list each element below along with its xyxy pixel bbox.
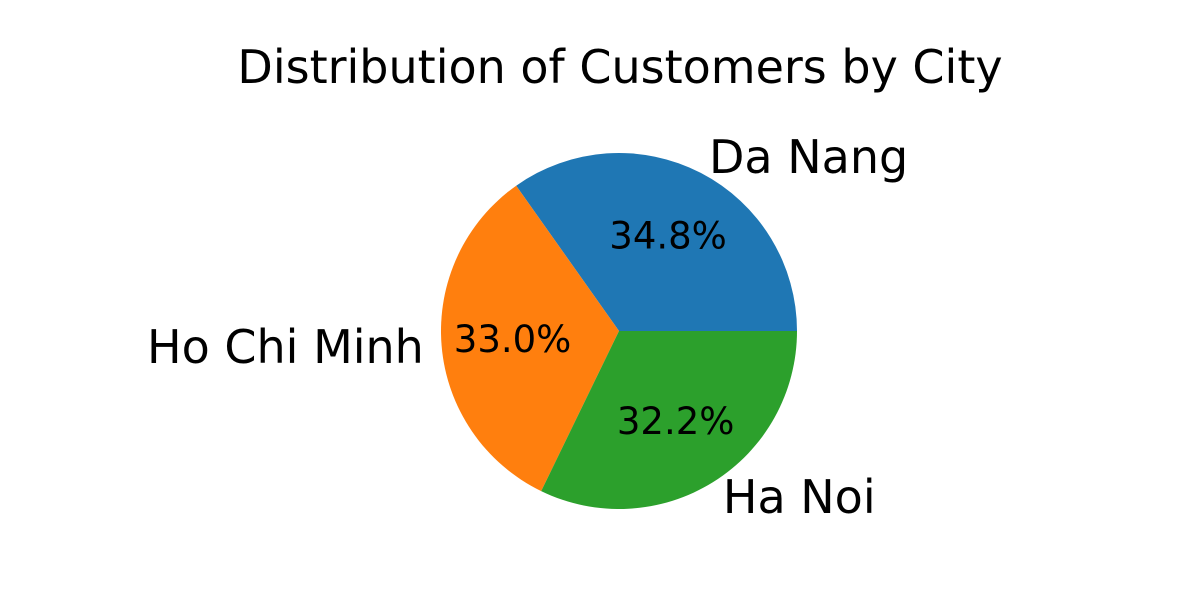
pie-pct-label: 33.0% [454, 318, 572, 361]
pie-slice-ho-chi-minh [441, 185, 619, 492]
pie-slice-da-nang [516, 153, 797, 331]
pie-pct-label: 34.8% [609, 215, 727, 258]
chart-title: Distribution of Customers by City [237, 40, 1003, 94]
pie-pct-label: 32.2% [617, 400, 735, 443]
pie-category-label: Da Nang [709, 130, 908, 184]
pie-category-label: Ho Chi Minh [147, 320, 424, 374]
pie-slice-ha-noi [541, 331, 797, 509]
pie-category-label: Ha Noi [723, 470, 876, 524]
